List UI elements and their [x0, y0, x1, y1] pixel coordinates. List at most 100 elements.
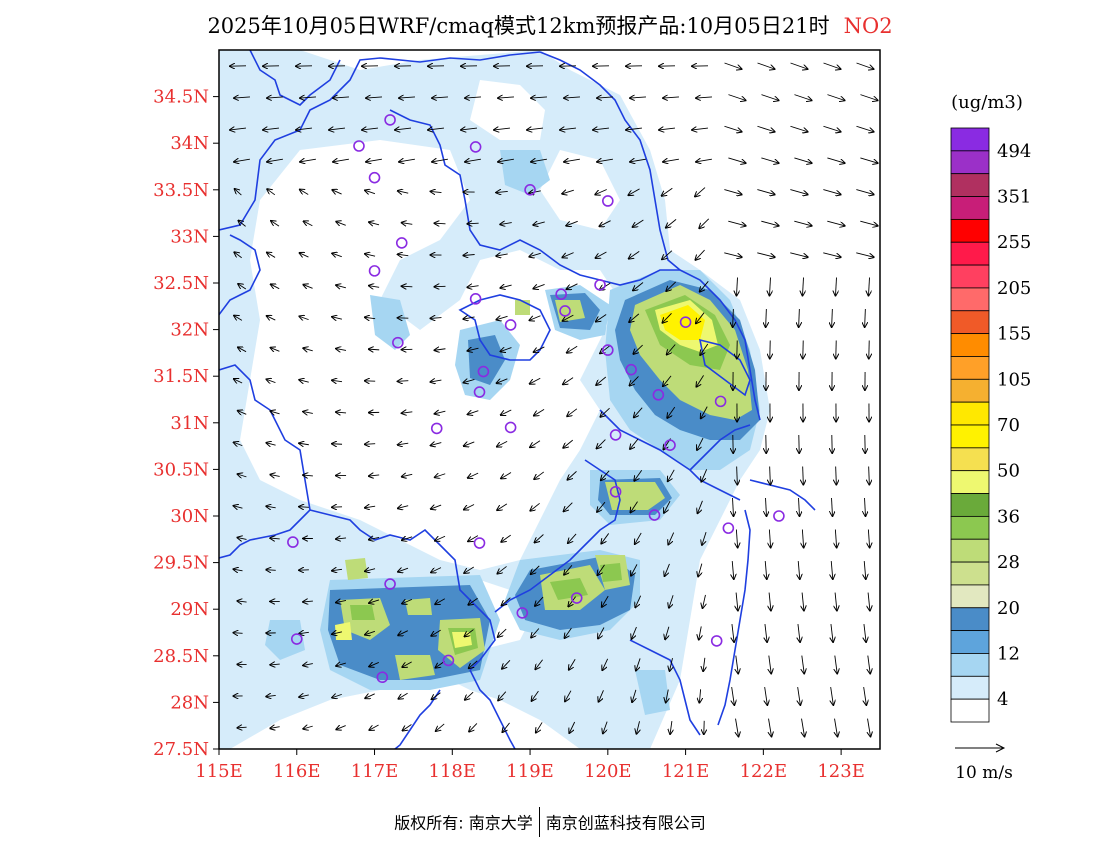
wind-arrow	[868, 718, 871, 737]
wind-arrow	[369, 475, 380, 476]
wind-arrow	[736, 529, 737, 548]
wind-arrow	[560, 128, 576, 130]
wind-arrow	[596, 251, 607, 258]
legend-swatch	[950, 698, 990, 723]
station-marker	[368, 171, 381, 184]
wind-arrow	[736, 718, 739, 737]
wind-arrow	[696, 375, 704, 386]
wind-arrow	[692, 128, 708, 130]
legend-swatch	[950, 310, 990, 335]
wind-arrow	[598, 564, 605, 575]
wind-arrow	[702, 531, 707, 545]
wind-arrow	[431, 380, 442, 382]
wind-arrow	[398, 692, 408, 698]
legend-swatch	[950, 264, 990, 289]
wind-arrow	[467, 286, 479, 288]
wind-arrow	[596, 376, 607, 385]
wind-arrow	[631, 564, 638, 575]
wind-arrow	[238, 347, 247, 351]
title-main: 2025年10月05日WRF/cmaq模式12km预报产品:10月05日21时	[207, 14, 830, 38]
wind-arrow	[498, 159, 514, 162]
wind-arrow	[266, 443, 276, 445]
wind-arrow	[802, 655, 804, 674]
wind-arrow	[732, 624, 734, 642]
wind-arrow	[668, 532, 675, 545]
station-marker	[555, 288, 567, 300]
wind-arrow	[303, 285, 313, 289]
station-marker	[368, 265, 381, 277]
wind-arrow	[332, 632, 343, 634]
wind-arrow	[769, 655, 771, 674]
wind-arrow	[868, 277, 869, 296]
legend-label: 4	[997, 689, 1008, 710]
wind-arrow	[864, 560, 866, 579]
wind-arrow	[432, 159, 448, 162]
wind-arrow	[467, 223, 479, 224]
wind-arrow	[769, 718, 772, 737]
wind-arrow	[597, 501, 606, 512]
wind-arrow	[696, 159, 712, 162]
wind-arrow	[469, 723, 478, 731]
legend-label: 255	[997, 232, 1031, 253]
wind-arrow	[435, 474, 446, 478]
wind-arrow	[632, 689, 636, 702]
lat-label: 29.5N	[153, 553, 209, 574]
wind-arrow	[662, 250, 673, 260]
wind-arrow	[761, 157, 778, 163]
wind-arrow	[737, 466, 738, 485]
wind-arrow	[336, 726, 346, 730]
wind-arrow	[497, 566, 507, 573]
wind-arrow	[798, 687, 801, 705]
wind-arrow	[266, 695, 276, 696]
wind-arrow	[568, 596, 576, 607]
wind-arrow	[468, 597, 478, 605]
legend-label: 28	[997, 552, 1020, 573]
wind-arrow	[402, 474, 413, 476]
legend-swatch	[950, 584, 990, 609]
wind-arrow	[469, 660, 478, 668]
wind-arrow	[724, 252, 741, 257]
wind-arrow	[564, 159, 580, 162]
wind-arrow	[630, 501, 638, 513]
wind-arrow	[366, 97, 383, 98]
wind-arrow	[271, 284, 280, 288]
wind-arrow	[703, 594, 706, 608]
station-marker	[392, 336, 404, 349]
wind-arrow	[336, 285, 346, 288]
wind-arrow	[603, 721, 608, 734]
wind-arrow	[332, 190, 342, 194]
wind-arrow	[860, 94, 877, 101]
wind-arrow	[835, 529, 836, 548]
wind-arrow	[431, 505, 442, 509]
station-marker	[395, 237, 408, 249]
wind-arrow	[700, 281, 709, 291]
lon-label: 123E	[817, 761, 865, 782]
lat-label: 30N	[170, 506, 209, 527]
wind-arrow	[501, 348, 512, 352]
wind-arrow	[435, 411, 446, 414]
wind-arrow	[629, 250, 640, 258]
wind-arrow	[802, 277, 803, 296]
wind-arrow	[465, 629, 474, 637]
wind-arrow	[769, 277, 770, 296]
wind-arrow	[365, 569, 376, 572]
wind-arrow	[736, 277, 737, 296]
wind-arrow	[563, 377, 574, 385]
wind-arrow	[435, 598, 446, 604]
wind-arrow	[860, 157, 877, 163]
wind-arrow	[823, 189, 840, 195]
station-marker	[384, 578, 396, 590]
wind-arrow	[432, 97, 449, 98]
wind-arrow	[369, 662, 379, 666]
wind-arrow	[832, 497, 833, 516]
wind-arrow	[535, 596, 544, 606]
wind-arrow	[802, 592, 804, 611]
wind-arrow	[527, 128, 543, 130]
wind-arrow	[464, 504, 475, 509]
wind-arrow	[562, 190, 574, 194]
copyright-text: 版权所有: 南京大学	[394, 813, 533, 833]
wind-arrow	[235, 189, 242, 196]
wind-arrow	[332, 317, 343, 319]
wind-arrow	[563, 439, 574, 448]
wind-arrow	[332, 380, 343, 381]
